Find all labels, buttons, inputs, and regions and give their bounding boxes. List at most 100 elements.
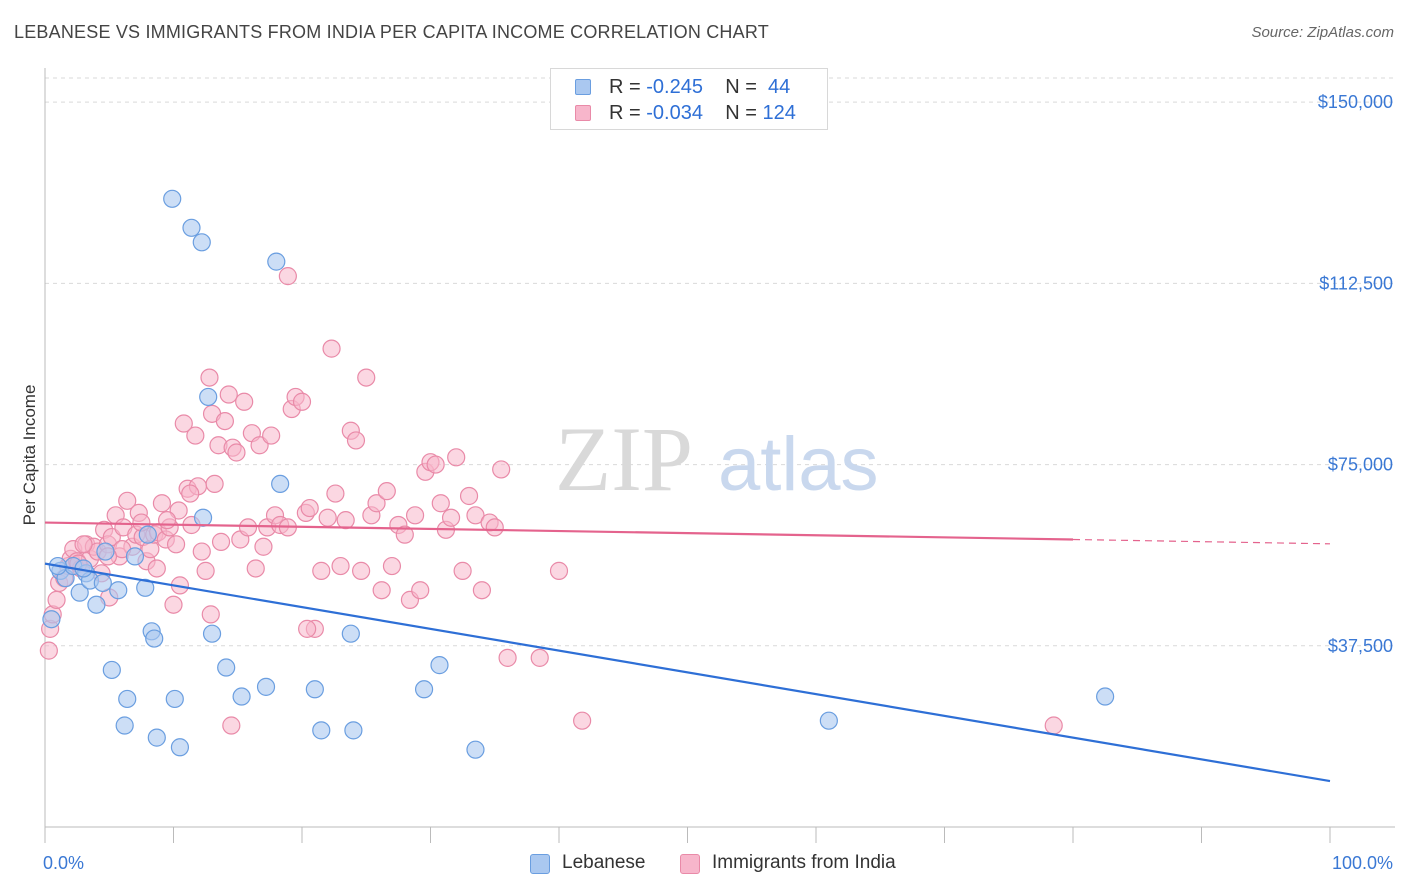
india-point [441, 508, 461, 527]
watermark: ZIP atlas [555, 408, 879, 510]
india-point [367, 494, 386, 513]
india-point [395, 525, 414, 544]
india-point [447, 448, 466, 467]
india-point [459, 486, 479, 506]
lebanese-point [202, 624, 222, 643]
lebanese-point [118, 689, 137, 709]
india-point [405, 506, 425, 525]
india-point [174, 414, 193, 433]
watermark-zip: ZIP [555, 408, 693, 510]
lebanese-point [42, 610, 61, 629]
india-point [152, 494, 172, 513]
india-point [322, 339, 341, 358]
lebanese-point [267, 252, 286, 271]
n-value-india: 124 [762, 102, 796, 124]
india-point [331, 556, 350, 576]
india-point [298, 619, 317, 638]
india-point [573, 711, 592, 730]
lebanese-point [341, 624, 360, 643]
india-point [262, 426, 281, 445]
india-point [74, 535, 93, 554]
india-point [530, 648, 549, 667]
source-credit: Source: ZipAtlas.com [1251, 24, 1394, 41]
india-point [549, 561, 569, 580]
y-tick-label: $37,500 [1328, 636, 1393, 656]
india-point [192, 542, 211, 561]
correlation-legend: R = -0.245 N = 44 R = -0.034 N = 124 [550, 68, 828, 130]
lebanese-point [87, 595, 106, 614]
india-point [186, 426, 205, 445]
india-trend-extension [1072, 538, 1331, 545]
lebanese-trend-line [44, 562, 1331, 783]
india-trend-line [44, 521, 1074, 541]
india-point [227, 443, 246, 462]
r-label: R = [609, 76, 641, 98]
lebanese-point [819, 711, 838, 730]
india-point [215, 411, 234, 431]
axes [44, 68, 1395, 843]
india-point [166, 535, 186, 554]
india-point [377, 482, 396, 501]
lebanese-point [466, 740, 485, 759]
india-point [211, 532, 231, 551]
chart-title: LEBANESE VS IMMIGRANTS FROM INDIA PER CA… [14, 22, 769, 42]
lebanese-point [271, 474, 290, 494]
india-point [246, 559, 265, 578]
y-tick-label: $112,500 [1319, 273, 1393, 293]
r-label: R = [609, 102, 641, 124]
lebanese-point [430, 656, 449, 675]
india-point [318, 508, 337, 527]
lebanese-point [147, 728, 166, 747]
lebanese-point [70, 583, 89, 602]
india-point [250, 436, 269, 455]
india-point [346, 431, 366, 450]
lebanese-point [232, 687, 251, 706]
lebanese-point [170, 738, 190, 757]
india-point [498, 648, 517, 667]
lebanese-point [145, 629, 164, 648]
legend-label-india: Immigrants from India [712, 852, 896, 873]
y-axis-label: Per Capita Income [20, 385, 39, 526]
india-point [201, 605, 220, 624]
india-point [492, 460, 511, 479]
india-point [164, 595, 183, 614]
n-label: N = [725, 102, 757, 124]
lebanese-point [199, 387, 218, 407]
india-point [278, 267, 297, 286]
lebanese-point [136, 578, 155, 597]
lebanese-point [163, 189, 182, 208]
india-point [181, 484, 200, 503]
india-point [382, 556, 402, 576]
lebanese-point [165, 689, 184, 709]
india-point [47, 590, 66, 609]
india-point [357, 368, 376, 387]
india-point [147, 559, 166, 578]
lebanese-point [217, 658, 236, 677]
india-point [238, 518, 258, 537]
india-point [235, 392, 254, 411]
lebanese-point [93, 573, 112, 593]
india-point [372, 581, 391, 600]
lebanese-point [125, 547, 145, 566]
india-point [326, 484, 345, 503]
lebanese-point [182, 218, 201, 237]
india-point [466, 506, 485, 525]
india-point [205, 474, 224, 494]
watermark-atlas: atlas [718, 422, 879, 507]
y-tick-label: $150,000 [1318, 92, 1393, 112]
lebanese-point [1096, 687, 1115, 706]
india-point [472, 581, 491, 600]
india-swatch [575, 105, 591, 121]
legend-label-lebanese: Lebanese [562, 852, 646, 873]
india-point [254, 537, 273, 556]
india-point [118, 491, 137, 510]
r-value-lebanese: -0.245 [646, 76, 703, 98]
n-label: N = [725, 76, 757, 98]
x-tick-label: 100.0% [1332, 853, 1393, 873]
tick-labels: $37,500 $75,000 $112,500 $150,000 0.0% 100.0% [43, 92, 1393, 873]
india-point [222, 716, 241, 735]
india-legend-swatch [680, 854, 700, 874]
x-tick-label: 0.0% [43, 853, 84, 873]
india-point [431, 494, 450, 513]
